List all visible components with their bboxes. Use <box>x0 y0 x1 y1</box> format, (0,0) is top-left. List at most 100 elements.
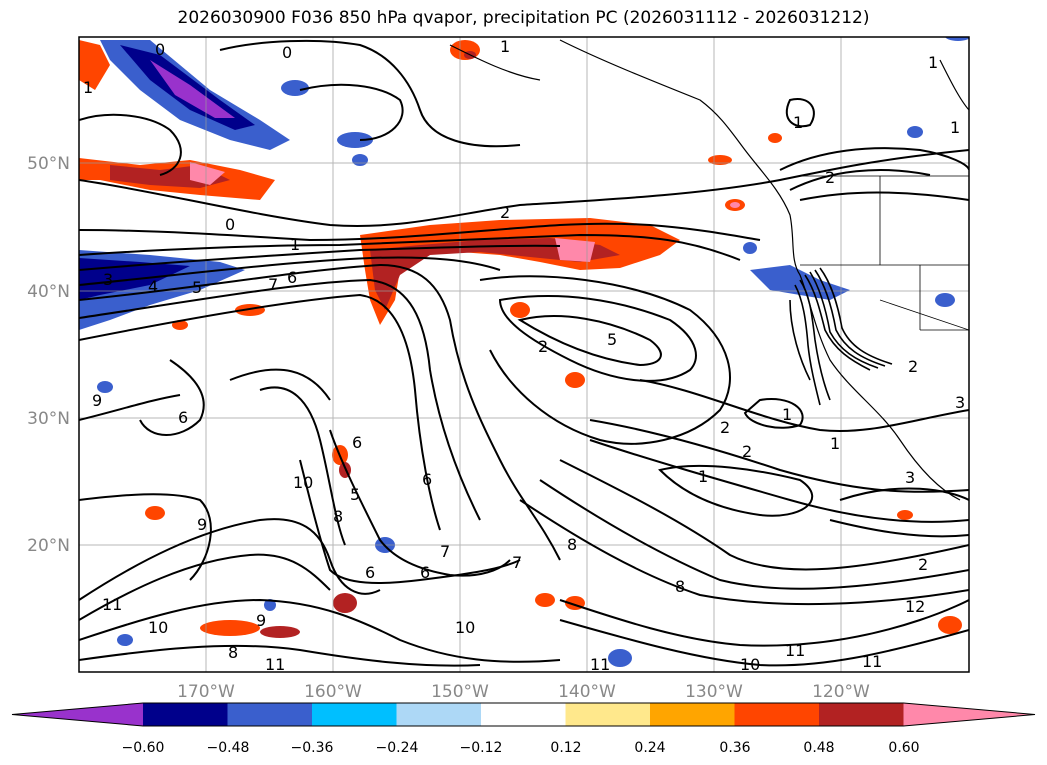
blob <box>944 37 969 41</box>
contour-label: 2 <box>918 555 928 574</box>
contour-label: 0 <box>282 43 292 62</box>
positive-peak-49n <box>190 162 225 185</box>
colorbar-segment <box>143 703 228 726</box>
blob <box>97 381 113 393</box>
map-title: 2026030900 F036 850 hPa qvapor, precipit… <box>177 8 870 28</box>
contour-labels: 0 0 0 1 1 1 1 2 1 2 1 3 4 5 6 7 2 5 1 2 … <box>83 37 965 674</box>
colorbar-tick-label: −0.36 <box>291 740 334 756</box>
colorbar-segment <box>396 703 482 726</box>
colorbar-segment <box>819 703 904 726</box>
blob <box>145 506 165 520</box>
contour-label: 1 <box>500 37 510 56</box>
contour-label: 2 <box>720 418 730 437</box>
contour-label: 9 <box>197 515 207 534</box>
contour-label: 2 <box>825 168 835 187</box>
contour-label: 8 <box>675 577 685 596</box>
blob <box>768 133 782 143</box>
contour-label: 1 <box>83 78 93 97</box>
contour-label: 10 <box>148 618 168 637</box>
contour-label: 1 <box>830 434 840 453</box>
contour-label: 5 <box>607 330 617 349</box>
contour-label: 1 <box>290 235 300 254</box>
contour-label: 2 <box>538 337 548 356</box>
colorbar-segment <box>734 703 820 726</box>
blob <box>938 616 962 634</box>
contour-label: 6 <box>178 408 188 427</box>
contour-label: 11 <box>590 655 610 674</box>
contour-label: 6 <box>287 268 297 287</box>
colorbar-ticks: −0.60 −0.48 −0.36 −0.24 −0.12 0.12 0.24 … <box>122 740 920 756</box>
contour-label: 8 <box>567 535 577 554</box>
lon-tick-label: 170°W <box>177 682 235 702</box>
contour-label: 1 <box>793 113 803 132</box>
positive-tl <box>79 40 110 90</box>
contour-label: 1 <box>950 118 960 137</box>
colorbar-tick-label: −0.60 <box>122 740 165 756</box>
contour-label: 10 <box>740 655 760 674</box>
lat-tick-label: 40°N <box>27 282 70 302</box>
contour-label: 6 <box>420 563 430 582</box>
contour-label: 10 <box>293 473 313 492</box>
gridlines <box>79 37 969 672</box>
contour-label: 10 <box>455 618 475 637</box>
contour-label: 7 <box>268 275 278 294</box>
lon-tick-label: 130°W <box>685 682 743 702</box>
contour-label: 6 <box>422 470 432 489</box>
blob <box>352 154 368 166</box>
contour-label: 8 <box>333 507 343 526</box>
blob <box>897 510 913 520</box>
colorbar-tick-label: −0.48 <box>207 740 250 756</box>
colorbar-tick-label: 0.36 <box>719 740 750 756</box>
contour-label: 7 <box>440 542 450 561</box>
coastline <box>449 39 969 501</box>
blob <box>264 599 276 611</box>
colorbar-segment <box>227 703 313 726</box>
colorbar-tick-label: −0.24 <box>376 740 419 756</box>
contour-label: 5 <box>192 278 202 297</box>
blob <box>333 593 357 613</box>
lat-tick-label: 30°N <box>27 409 70 429</box>
blob <box>281 80 309 96</box>
map-frame <box>78 36 970 673</box>
contour-label: 11 <box>265 655 285 674</box>
blob <box>117 634 133 646</box>
colorbar-tick-label: 0.12 <box>550 740 581 756</box>
lat-tick-label: 50°N <box>27 154 70 174</box>
negative-peak-nw <box>150 60 235 118</box>
contour-label: 1 <box>928 53 938 72</box>
colorbar-segment <box>650 703 735 726</box>
contour-label: 12 <box>905 597 925 616</box>
contour-label: 5 <box>350 485 360 504</box>
blob <box>907 126 923 138</box>
contour-label: 0 <box>155 40 165 59</box>
lon-tick-label: 150°W <box>431 682 489 702</box>
lon-tick-label: 140°W <box>558 682 616 702</box>
blob <box>608 649 632 667</box>
blob <box>510 302 530 318</box>
blob <box>337 132 373 148</box>
colorbar-tick-label: 0.60 <box>888 740 919 756</box>
contour-label: 2 <box>500 203 510 222</box>
blob <box>535 593 555 607</box>
colorbar-segment <box>312 703 397 726</box>
contour-label: 9 <box>256 611 266 630</box>
longitude-ticks: 170°W 160°W 150°W 140°W 130°W 120°W <box>177 682 870 702</box>
contour-label: 3 <box>103 270 113 289</box>
lon-tick-label: 160°W <box>304 682 362 702</box>
blob <box>743 242 757 254</box>
positive-peak-43n <box>555 238 595 262</box>
contour-label: 8 <box>228 643 238 662</box>
lon-tick-label: 120°W <box>812 682 870 702</box>
political-borders <box>800 175 969 331</box>
colorbar-outline <box>11 702 1036 727</box>
contour-label: 9 <box>92 391 102 410</box>
colorbar-extend-high <box>903 703 1035 726</box>
colorbar-tick-label: 0.48 <box>803 740 834 756</box>
blob <box>260 626 300 638</box>
blob <box>935 293 955 307</box>
colorbar-segment <box>565 703 651 726</box>
contour-label: 3 <box>905 468 915 487</box>
colorbar <box>11 702 1036 727</box>
blob <box>200 620 260 636</box>
